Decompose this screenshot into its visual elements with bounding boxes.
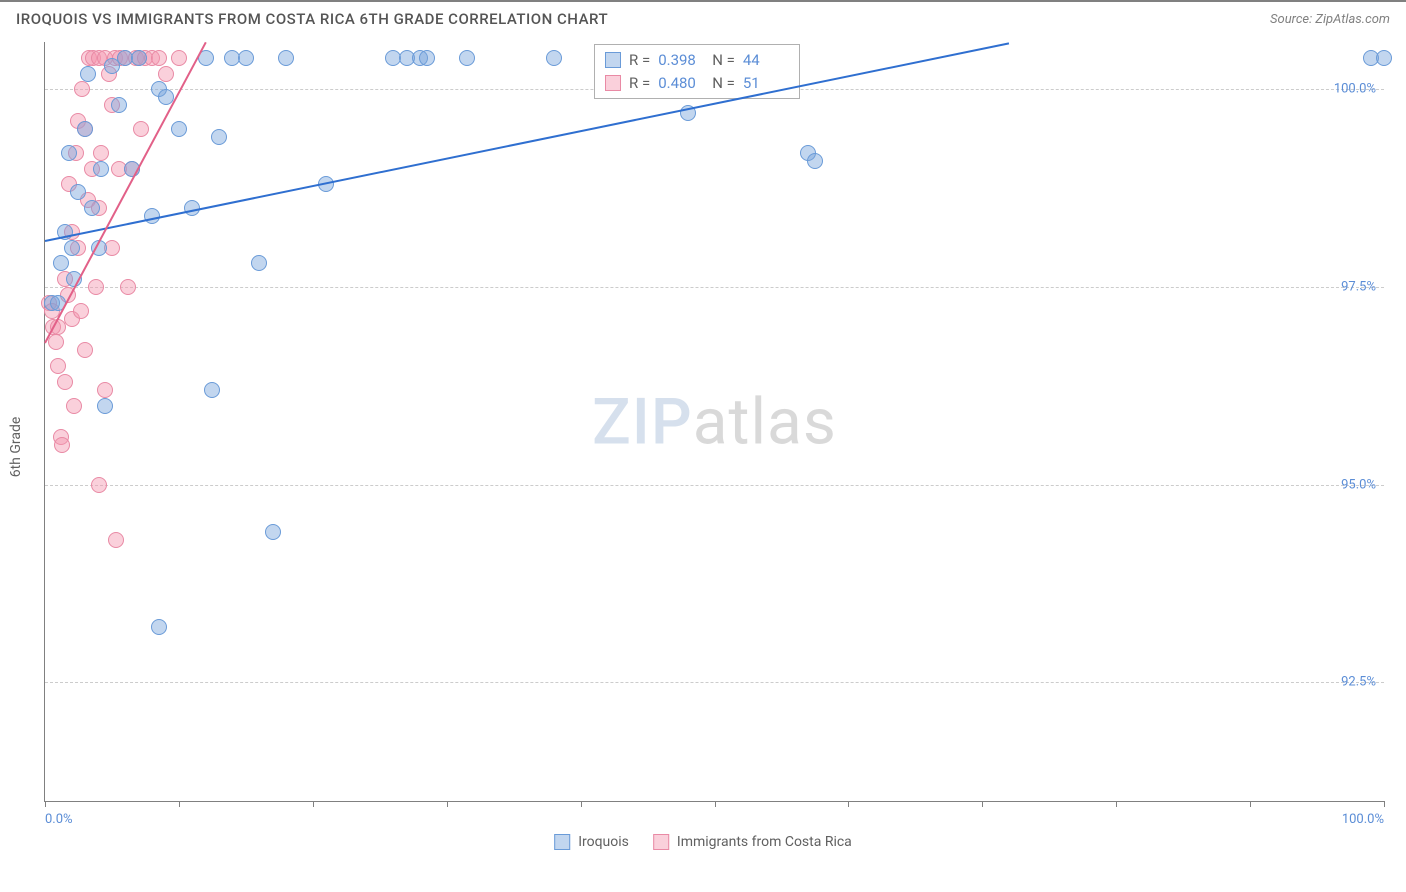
x-tick — [1250, 801, 1251, 807]
stats-n-value: 44 — [743, 49, 789, 72]
scatter-point — [459, 50, 475, 66]
scatter-point — [419, 50, 435, 66]
gridline-h — [45, 682, 1384, 683]
scatter-point — [171, 121, 187, 137]
y-tick-label: 95.0% — [1341, 477, 1376, 492]
scatter-point — [61, 145, 77, 161]
scatter-point — [64, 240, 80, 256]
scatter-point — [111, 97, 127, 113]
legend-label: Immigrants from Costa Rica — [677, 834, 852, 850]
x-tick — [179, 801, 180, 807]
y-tick-label: 97.5% — [1341, 280, 1376, 295]
x-tick — [715, 801, 716, 807]
trend-line — [44, 43, 206, 344]
chart-title: IROQUOIS VS IMMIGRANTS FROM COSTA RICA 6… — [16, 10, 608, 28]
scatter-point — [77, 121, 93, 137]
scatter-point — [48, 334, 64, 350]
watermark: ZIPatlas — [592, 384, 837, 459]
scatter-point — [211, 129, 227, 145]
scatter-point — [151, 619, 167, 635]
scatter-point — [108, 532, 124, 548]
y-tick-label: 100.0% — [1334, 82, 1376, 97]
scatter-point — [120, 279, 136, 295]
scatter-point — [97, 398, 113, 414]
scatter-point — [1376, 50, 1392, 66]
legend: Iroquois Immigrants from Costa Rica — [554, 834, 852, 850]
legend-item: Immigrants from Costa Rica — [653, 834, 852, 850]
stats-n-label: N = — [712, 49, 735, 72]
scatter-point — [251, 255, 267, 271]
stats-r-value: 0.398 — [658, 49, 704, 72]
legend-label: Iroquois — [578, 834, 629, 850]
x-tick — [1116, 801, 1117, 807]
scatter-point — [53, 255, 69, 271]
series-swatch — [605, 75, 621, 91]
scatter-point — [93, 145, 109, 161]
scatter-point — [546, 50, 562, 66]
stats-row: R = 0.398 N = 44 — [605, 49, 789, 72]
chart-container: 6th Grade ZIPatlas 92.5% 95.0% 97.5% 100.0%… — [0, 32, 1406, 862]
scatter-point — [131, 50, 147, 66]
scatter-point — [204, 382, 220, 398]
legend-item: Iroquois — [554, 834, 629, 850]
x-tick — [581, 801, 582, 807]
scatter-point — [265, 524, 281, 540]
legend-swatch — [653, 834, 669, 850]
scatter-point — [70, 184, 86, 200]
plot-area: ZIPatlas 92.5%95.0%97.5%100.0%0.0%100.0%… — [44, 42, 1384, 802]
stats-r-label: R = — [629, 72, 650, 95]
source-attribution: Source: ZipAtlas.com — [1270, 12, 1390, 27]
scatter-point — [57, 374, 73, 390]
x-tick — [1384, 801, 1385, 807]
scatter-point — [77, 342, 93, 358]
scatter-point — [93, 161, 109, 177]
x-tick — [982, 801, 983, 807]
scatter-point — [66, 398, 82, 414]
scatter-point — [80, 66, 96, 82]
scatter-point — [158, 66, 174, 82]
gridline-h — [45, 287, 1384, 288]
x-tick — [848, 801, 849, 807]
scatter-point — [91, 477, 107, 493]
scatter-point — [73, 303, 89, 319]
scatter-point — [97, 382, 113, 398]
x-tick — [447, 801, 448, 807]
watermark-zip: ZIP — [592, 384, 693, 459]
scatter-point — [171, 50, 187, 66]
y-tick-label: 92.5% — [1341, 675, 1376, 690]
stats-n-label: N = — [712, 72, 735, 95]
scatter-point — [74, 81, 90, 97]
chart-header: IROQUOIS VS IMMIGRANTS FROM COSTA RICA 6… — [0, 0, 1406, 32]
gridline-h — [45, 485, 1384, 486]
legend-swatch — [554, 834, 570, 850]
scatter-point — [238, 50, 254, 66]
stats-r-value: 0.480 — [658, 72, 704, 95]
scatter-point — [807, 153, 823, 169]
scatter-point — [151, 50, 167, 66]
y-axis-title: 6th Grade — [8, 417, 24, 478]
x-tick — [45, 801, 46, 807]
stats-row: R =0.480N =51 — [605, 72, 789, 95]
scatter-point — [278, 50, 294, 66]
scatter-point — [88, 279, 104, 295]
watermark-atlas: atlas — [693, 384, 837, 459]
series-swatch — [605, 52, 621, 68]
stats-r-label: R = — [629, 49, 650, 72]
scatter-point — [50, 358, 66, 374]
x-tick-label: 0.0% — [45, 812, 73, 827]
x-tick-label: 100.0% — [1342, 812, 1384, 827]
scatter-point — [84, 200, 100, 216]
x-tick — [313, 801, 314, 807]
scatter-point — [133, 121, 149, 137]
scatter-point — [54, 437, 70, 453]
